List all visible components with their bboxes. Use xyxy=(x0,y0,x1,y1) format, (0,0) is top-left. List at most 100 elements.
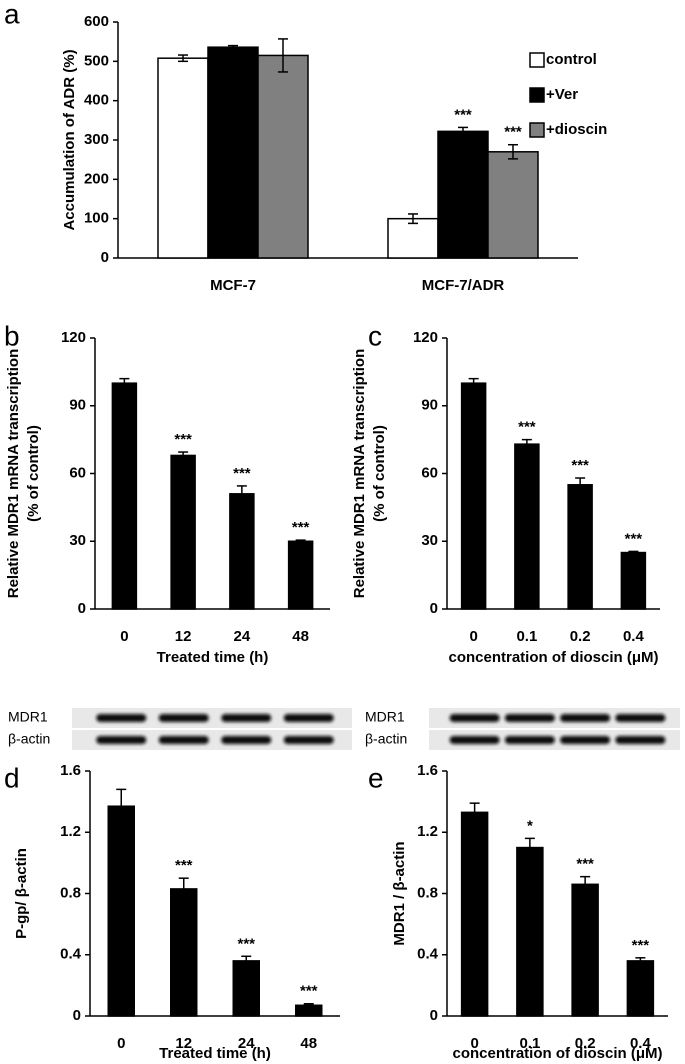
error-bar xyxy=(119,377,130,384)
significance: *** xyxy=(292,519,310,536)
blot-band xyxy=(283,714,334,722)
bar xyxy=(516,846,544,1017)
bar xyxy=(107,805,135,1017)
significance: *** xyxy=(571,457,589,474)
bar xyxy=(437,130,489,259)
y-tick-label: 1.6 xyxy=(417,762,438,779)
significance: *** xyxy=(237,935,255,952)
y-axis-label: (% of control) xyxy=(371,425,388,522)
bar xyxy=(232,960,260,1017)
y-tick-label: 0 xyxy=(101,249,109,266)
blot-band xyxy=(158,736,209,744)
significance: *** xyxy=(174,431,192,448)
y-tick-label: 100 xyxy=(84,210,109,227)
blot-band xyxy=(504,714,555,722)
bar xyxy=(487,151,539,259)
bar xyxy=(626,960,655,1017)
blot-band xyxy=(96,714,147,722)
y-axis-label: P-gp/ β-actin xyxy=(13,848,30,939)
y-axis-label: MDR1 / β-actin xyxy=(391,841,408,945)
y-tick-label: 30 xyxy=(69,532,86,549)
x-tick-label: 0 xyxy=(117,1035,125,1052)
y-tick-label: 600 xyxy=(84,13,109,30)
y-tick-label: 200 xyxy=(84,170,109,187)
y-axis-label: Relative MDR1 mRNA transcription xyxy=(5,349,22,599)
error-bar xyxy=(295,539,306,542)
blot-label: MDR1 xyxy=(365,709,405,725)
y-axis-label: Accumulation of ADR (%) xyxy=(61,49,78,230)
bar xyxy=(514,443,540,610)
bar xyxy=(295,1004,323,1017)
bar xyxy=(157,57,209,259)
x-tick-label: 48 xyxy=(300,1035,317,1052)
x-tick-label: 24 xyxy=(238,1035,255,1052)
error-bar xyxy=(278,38,288,73)
y-tick-label: 0.4 xyxy=(417,946,439,963)
error-bar xyxy=(241,955,252,961)
y-tick-label: 400 xyxy=(84,92,109,109)
blot-band xyxy=(158,714,209,722)
error-bar xyxy=(508,143,518,160)
error-bar xyxy=(469,802,480,813)
blot-background xyxy=(72,730,352,750)
legend-swatch xyxy=(529,122,545,138)
significance: *** xyxy=(518,419,536,436)
x-tick-label: 12 xyxy=(175,628,192,645)
significance: *** xyxy=(300,983,318,1000)
error-bar xyxy=(635,957,646,961)
bar xyxy=(170,454,196,610)
y-tick-label: 1.2 xyxy=(417,823,438,840)
legend-label: control xyxy=(546,51,597,68)
error-bar xyxy=(524,837,535,848)
blot-band xyxy=(615,736,666,744)
error-bar xyxy=(303,1003,314,1006)
x-tick-label: 24 xyxy=(234,628,251,645)
panel-label: a xyxy=(4,0,20,29)
bar xyxy=(387,217,439,259)
error-bar xyxy=(580,875,591,885)
y-tick-label: 300 xyxy=(84,131,109,148)
error-bar xyxy=(521,438,532,445)
error-bar xyxy=(228,44,238,50)
blot-band xyxy=(449,714,500,722)
x-axis-label: Treated time (h) xyxy=(159,1045,271,1062)
significance: *** xyxy=(175,857,193,874)
blot-band xyxy=(615,714,666,722)
y-tick-label: 0.8 xyxy=(60,884,81,901)
error-bar xyxy=(178,877,189,889)
blot-band xyxy=(504,736,555,744)
x-tick-label: 0.2 xyxy=(575,1035,596,1052)
y-tick-label: 30 xyxy=(421,532,438,549)
bar xyxy=(257,54,309,259)
y-axis-label: (% of control) xyxy=(25,425,42,522)
y-tick-label: 90 xyxy=(421,397,438,414)
bar xyxy=(620,551,647,610)
error-bar xyxy=(468,377,479,384)
error-bar xyxy=(575,477,586,485)
bar xyxy=(229,493,255,610)
bar xyxy=(571,883,599,1017)
bar xyxy=(111,382,138,610)
x-tick-label: 0.2 xyxy=(570,628,591,645)
panel-label: e xyxy=(368,762,384,793)
x-tick-label: 0.1 xyxy=(516,628,537,645)
y-tick-label: 0 xyxy=(430,600,438,617)
y-tick-label: 500 xyxy=(84,52,109,69)
panel-label: d xyxy=(4,762,20,793)
y-tick-label: 0 xyxy=(430,1007,438,1024)
blot-band xyxy=(283,736,334,744)
significance: *** xyxy=(625,530,643,547)
y-tick-label: 0.8 xyxy=(417,884,438,901)
y-tick-label: 90 xyxy=(69,397,86,414)
error-bar xyxy=(628,550,639,553)
blot-label: β-actin xyxy=(365,731,407,747)
x-axis-label: Treated time (h) xyxy=(157,649,269,666)
y-tick-label: 1.6 xyxy=(60,762,81,779)
y-tick-label: 60 xyxy=(69,464,86,481)
blot-band xyxy=(560,714,611,722)
bar xyxy=(207,46,259,259)
y-tick-label: 60 xyxy=(421,464,438,481)
legend-swatch xyxy=(529,87,545,103)
bar xyxy=(460,382,487,610)
x-tick-label: 12 xyxy=(175,1035,192,1052)
